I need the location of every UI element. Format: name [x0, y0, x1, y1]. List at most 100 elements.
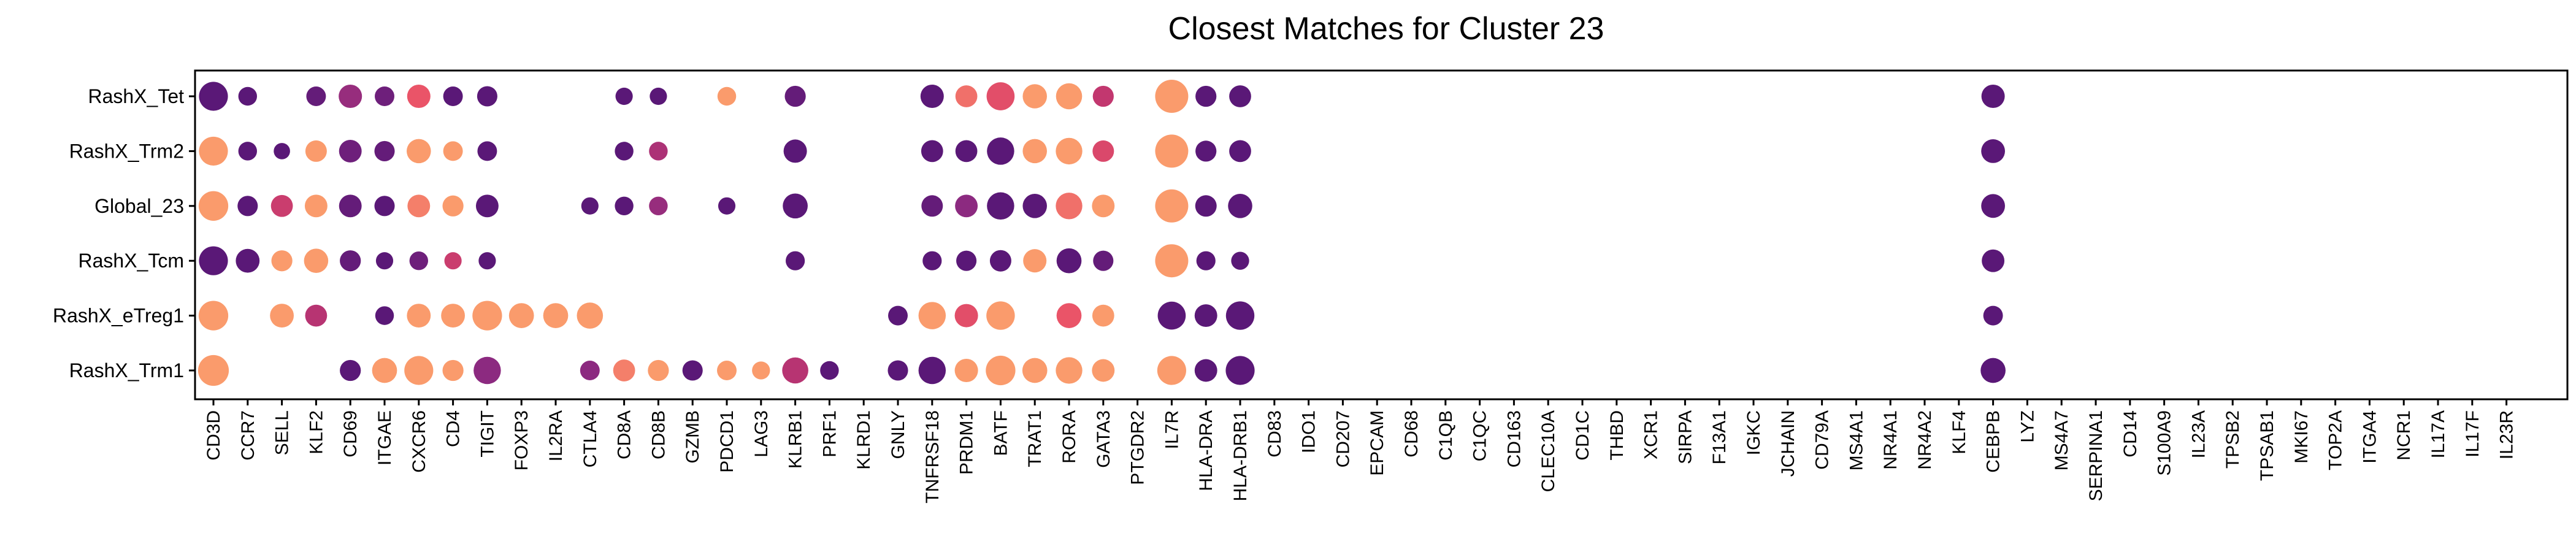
- x-tick-label: CD4: [443, 410, 464, 447]
- dot-RashX_Tcm-CD4: [444, 252, 462, 270]
- x-tick-label: TPSB2: [2223, 410, 2243, 469]
- x-tick-label: CXCR6: [409, 410, 429, 473]
- dot-RashX_Trm1-PRDM1: [954, 358, 978, 383]
- dot-RashX_Tet-CD69: [339, 84, 362, 109]
- dot-RashX_Trm1-HLA-DRA: [1194, 359, 1217, 382]
- x-tick-label: SIRPA: [1675, 410, 1695, 464]
- dot-RashX_Trm1-RORA: [1056, 357, 1083, 384]
- dot-RashX_Tet-HLA-DRB1: [1229, 85, 1251, 107]
- dot-Global_23-CTLA4: [581, 197, 599, 215]
- data-points-layer: [197, 80, 2006, 386]
- dot-RashX_Tet-CD8A: [615, 87, 633, 105]
- dot-Global_23-RORA: [1056, 193, 1083, 220]
- x-tick-label: LAG3: [751, 410, 772, 458]
- x-tick-label: TIGIT: [477, 410, 497, 458]
- x-tick-label: IL7R: [1162, 410, 1182, 449]
- dot-RashX_eTreg1-CD4: [441, 304, 465, 328]
- dot-RashX_Trm1-CD3D: [197, 355, 229, 386]
- x-tick-label: S100A9: [2155, 410, 2175, 476]
- x-tick-label: NR4A1: [1880, 410, 1901, 470]
- dot-RashX_Trm1-CD8B: [648, 359, 669, 381]
- dot-RashX_Trm2-CD3D: [199, 136, 228, 166]
- dot-RashX_eTreg1-RORA: [1056, 303, 1082, 328]
- dot-RashX_Tcm-TIGIT: [478, 252, 496, 270]
- dot-Global_23-IL7R: [1155, 189, 1189, 223]
- x-tick-label: C1QB: [1436, 410, 1456, 461]
- dot-Global_23-SELL: [270, 194, 293, 217]
- dot-RashX_Trm2-PRDM1: [955, 140, 978, 163]
- dot-RashX_Trm1-CD69: [340, 359, 361, 381]
- dot-Global_23-ITGAE: [374, 196, 395, 217]
- dot-Global_23-CD8B: [649, 196, 668, 216]
- x-tick-label: BATF: [991, 410, 1011, 456]
- x-tick-label: MS4A1: [1846, 410, 1866, 470]
- dot-RashX_Tcm-HLA-DRB1: [1231, 251, 1249, 270]
- dot-RashX_Trm2-RORA: [1056, 137, 1083, 165]
- dot-RashX_Trm2-KLRB1: [783, 139, 807, 163]
- dot-Global_23-TNFRSF18: [921, 195, 943, 217]
- dot-RashX_Trm2-KLF2: [305, 140, 327, 162]
- x-tick-label: TRAT1: [1025, 410, 1045, 467]
- dot-RashX_Tet-CXCR6: [407, 84, 431, 109]
- x-tick-label: XCR1: [1641, 410, 1662, 459]
- y-tick-label: RashX_eTreg1: [53, 305, 184, 327]
- dot-RashX_Trm1-CD8A: [613, 359, 635, 381]
- x-tick-label: CD83: [1265, 410, 1285, 458]
- x-tick-label: HLA-DRA: [1196, 410, 1216, 491]
- x-tick-label: CLEC10A: [1538, 410, 1558, 492]
- dot-RashX_Tet-CD3D: [199, 82, 228, 111]
- dot-RashX_Trm2-CCR7: [238, 142, 258, 161]
- dot-RashX_eTreg1-TIGIT: [472, 301, 502, 331]
- x-tick-label: C1QC: [1470, 410, 1490, 461]
- dot-RashX_Tcm-GATA3: [1093, 250, 1114, 271]
- dot-RashX_Tcm-BATF: [989, 250, 1011, 272]
- dot-RashX_eTreg1-CEBPB: [1983, 305, 2003, 326]
- x-tick-label: KLRB1: [786, 410, 806, 469]
- dot-RashX_Trm2-TRAT1: [1022, 139, 1047, 164]
- dot-RashX_eTreg1-GNLY: [888, 305, 908, 326]
- dot-RashX_Trm2-CEBPB: [1981, 139, 2006, 163]
- dot-RashX_Trm1-CEBPB: [1980, 358, 2006, 383]
- dot-RashX_Trm1-GNLY: [887, 360, 908, 381]
- dot-RashX_Tcm-IL7R: [1155, 244, 1189, 278]
- x-tick-label: LYZ: [2017, 410, 2037, 443]
- x-axis-tick-labels: CD3D CCR7 SELL KLF2 CD69 ITGAE CXCR6 CD4 TIGIT FO…: [204, 399, 2517, 504]
- dot-RashX_eTreg1-IL2RA: [543, 303, 569, 328]
- dot-RashX_Trm2-CD8B: [649, 142, 668, 161]
- x-tick-label: JCHAIN: [1778, 410, 1798, 477]
- x-tick-label: IL17F: [2463, 410, 2483, 458]
- dot-RashX_Trm1-CD4: [442, 359, 464, 381]
- dot-RashX_Trm2-TIGIT: [477, 141, 497, 161]
- dot-Global_23-PDCD1: [718, 197, 736, 215]
- dot-RashX_Tcm-KLRB1: [786, 251, 805, 270]
- dot-RashX_eTreg1-CD3D: [198, 301, 229, 331]
- dot-Global_23-GATA3: [1092, 194, 1115, 218]
- dot-Global_23-CD69: [339, 194, 362, 218]
- x-tick-label: CD14: [2120, 410, 2141, 458]
- y-tick-label: Global_23: [94, 195, 184, 217]
- x-tick-label: CTLA4: [580, 410, 600, 467]
- dot-RashX_Trm2-CD8A: [615, 142, 634, 161]
- dot-RashX_Trm2-HLA-DRB1: [1229, 140, 1251, 163]
- x-tick-label: F13A1: [1709, 410, 1730, 464]
- plot-area-frame: [194, 69, 2569, 401]
- dot-RashX_eTreg1-FOXP3: [508, 303, 534, 328]
- dot-RashX_Tcm-ITGAE: [375, 252, 394, 270]
- dot-RashX_Trm1-BATF: [986, 355, 1016, 386]
- dot-RashX_eTreg1-BATF: [986, 301, 1015, 330]
- x-tick-label: TNFRSF18: [922, 410, 943, 504]
- dot-RashX_Trm2-TNFRSF18: [921, 140, 943, 163]
- dot-RashX_Trm2-CD69: [339, 139, 362, 163]
- dot-RashX_Tet-BATF: [986, 82, 1015, 110]
- dot-RashX_Tcm-TRAT1: [1023, 249, 1047, 273]
- dot-RashX_Trm1-CTLA4: [580, 361, 600, 380]
- x-tick-label: MS4A7: [2052, 410, 2072, 470]
- dot-RashX_Trm1-IL7R: [1157, 356, 1186, 385]
- x-tick-label: CCR7: [238, 410, 258, 461]
- x-tick-label: TOP2A: [2326, 410, 2346, 470]
- dot-Global_23-TRAT1: [1022, 194, 1047, 218]
- dot-RashX_eTreg1-ITGAE: [375, 306, 394, 325]
- dot-Global_23-KLRB1: [783, 193, 808, 219]
- x-tick-label: IGKC: [1744, 410, 1764, 455]
